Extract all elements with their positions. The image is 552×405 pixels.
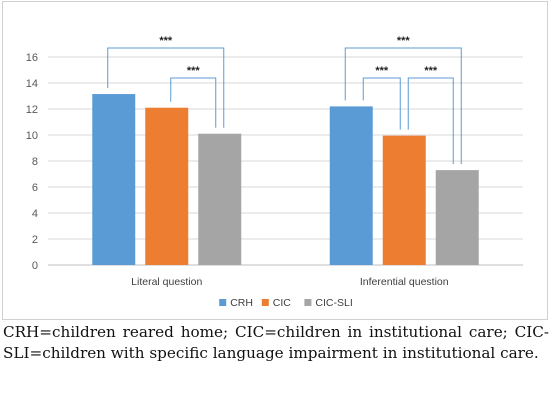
legend-swatch bbox=[219, 299, 227, 306]
bar bbox=[92, 94, 136, 265]
y-tick-label: 12 bbox=[26, 104, 38, 116]
y-tick-label: 14 bbox=[26, 78, 38, 90]
significance-bracket bbox=[407, 77, 454, 165]
y-tick-label: 6 bbox=[32, 182, 38, 194]
bar bbox=[145, 107, 189, 265]
legend-label: CIC-SLI bbox=[315, 297, 352, 309]
significance-label: *** bbox=[375, 65, 389, 77]
bar bbox=[435, 170, 479, 265]
category-label: Inferential question bbox=[360, 276, 449, 288]
significance-label: *** bbox=[187, 65, 201, 77]
category-label: Literal question bbox=[131, 276, 202, 288]
bar bbox=[329, 106, 373, 266]
bars bbox=[92, 94, 479, 266]
y-tick-label: 10 bbox=[26, 130, 38, 142]
y-tick-label: 16 bbox=[26, 52, 38, 64]
legend: CRH CIC CIC-SLI bbox=[219, 297, 353, 309]
significance-label: *** bbox=[397, 35, 411, 47]
significance-bracket bbox=[344, 47, 462, 165]
y-tick-label: 0 bbox=[32, 260, 38, 272]
significance-label: *** bbox=[424, 65, 438, 77]
significance-bracket bbox=[362, 77, 401, 130]
y-tick-label: 4 bbox=[32, 208, 38, 220]
bar-chart: 0 2 4 6 8 10 12 14 16 Literal question Inferentia… bbox=[26, 35, 523, 309]
chart-frame: 0 2 4 6 8 10 12 14 16 Literal question Inferentia… bbox=[2, 1, 548, 320]
y-axis-ticks: 0 2 4 6 8 10 12 14 16 bbox=[26, 52, 38, 272]
legend-swatch bbox=[261, 299, 269, 306]
bar bbox=[198, 133, 242, 265]
significance-label: *** bbox=[159, 35, 173, 47]
y-tick-label: 8 bbox=[32, 156, 38, 168]
significance-bracket bbox=[107, 47, 225, 128]
significance-bracket bbox=[170, 77, 217, 128]
significance-brackets: *** *** *** *** *** bbox=[107, 35, 462, 165]
y-tick-label: 2 bbox=[32, 234, 38, 246]
bar bbox=[382, 135, 426, 265]
legend-swatch bbox=[304, 299, 312, 306]
category-labels: Literal question Inferential question bbox=[131, 276, 449, 288]
legend-label: CRH bbox=[230, 297, 253, 309]
figure-caption: CRH=children reared home; CIC=children i… bbox=[3, 323, 549, 362]
legend-label: CIC bbox=[273, 297, 292, 309]
